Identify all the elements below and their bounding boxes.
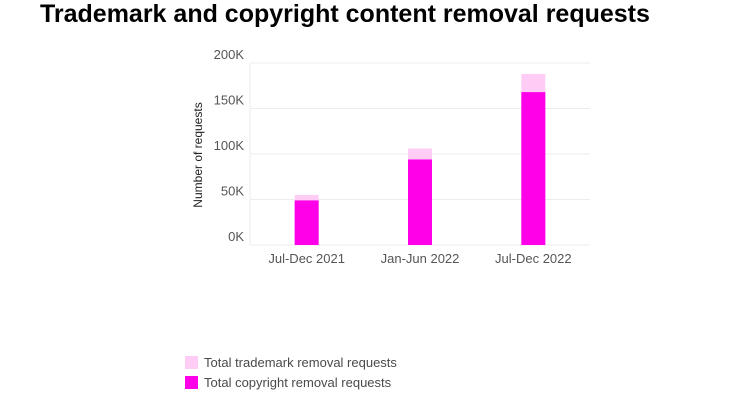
y-tick-label: 0K	[228, 229, 244, 244]
x-tick-label: Jan-Jun 2022	[381, 251, 460, 266]
y-tick-label: 50K	[221, 184, 244, 199]
bar-copyright	[521, 92, 546, 246]
x-tick-label: Jul-Dec 2022	[495, 251, 572, 266]
legend-label-trademark: Total trademark removal requests	[204, 354, 397, 370]
legend-label-copyright: Total copyright removal requests	[204, 374, 392, 390]
x-tick-label: Jul-Dec 2021	[268, 251, 345, 266]
y-tick-label: 200K	[214, 47, 245, 62]
bars	[294, 73, 546, 246]
x-tick-labels: Jul-Dec 2021 Jan-Jun 2022 Jul-Dec 2022	[268, 251, 571, 266]
bar-copyright	[408, 159, 432, 245]
legend-swatch-trademark	[185, 355, 198, 369]
y-tick-labels: 0K 50K 100K 150K 200K	[214, 47, 245, 244]
y-tick-label: 150K	[214, 93, 245, 108]
y-tick-label: 100K	[214, 138, 245, 153]
legend-item-copyright: Total copyright removal requests	[185, 372, 397, 392]
chart-title: Trademark and copyright content removal …	[40, 0, 650, 28]
bar-copyright	[294, 200, 319, 245]
y-axis-label: Number of requests	[191, 102, 205, 207]
legend-swatch-copyright	[185, 375, 198, 389]
legend-item-trademark: Total trademark removal requests	[185, 352, 397, 372]
legend: Total trademark removal requests Total c…	[185, 352, 397, 392]
